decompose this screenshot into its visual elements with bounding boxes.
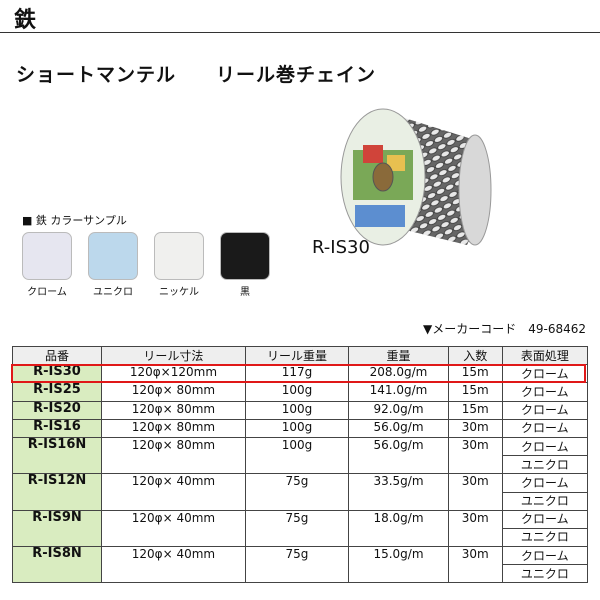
cell-rw: 100g xyxy=(244,418,350,438)
cell-finish: クローム xyxy=(501,418,589,438)
swatch xyxy=(220,232,270,280)
cell-model: R-IS25 xyxy=(12,382,102,402)
table-row: R-IS9N 120φ× 40mm 75g 18.0g/m 30m クローム xyxy=(12,509,589,548)
cell-model: R-IS16N xyxy=(12,436,102,475)
swatch-label: クローム xyxy=(27,287,67,298)
table-row: R-IS25 120φ× 80mm 100g 141.0g/m 15m クローム xyxy=(12,382,589,402)
swatch xyxy=(154,232,204,280)
cell-size: 120φ× 40mm xyxy=(101,509,246,548)
highlight-box xyxy=(11,364,586,383)
cell-w: 141.0g/m xyxy=(348,382,449,402)
cell-finish: クローム xyxy=(501,509,589,529)
swatch xyxy=(88,232,138,280)
swatch-label: 黒 xyxy=(240,287,250,298)
table-row: ユニクロ xyxy=(13,455,589,475)
cell-w: 33.5g/m xyxy=(348,473,449,511)
cell-rw: 117g xyxy=(244,364,350,384)
column-header: 重量 xyxy=(348,345,449,366)
cell-rw: 100g xyxy=(244,436,350,475)
cell-model: R-IS12N xyxy=(12,473,102,511)
product-photo xyxy=(340,108,492,246)
cell-q: 30m xyxy=(447,546,503,584)
table-row: ユニクロ xyxy=(13,527,589,548)
table-row: ユニクロ xyxy=(13,564,589,584)
cell-w: 56.0g/m xyxy=(348,436,449,475)
cell-size: 120φ× 40mm xyxy=(101,546,246,584)
table-row: R-IS8N 120φ× 40mm 75g 15.0g/m 30m クローム xyxy=(12,546,589,584)
product-title: ショートマンテル リール巻チェイン xyxy=(16,64,377,86)
cell-q: 30m xyxy=(447,473,503,511)
table-row: R-IS30 120φ×120mm 117g 208.0g/m 15m クローム xyxy=(12,364,589,384)
cell-model: R-IS8N xyxy=(12,546,102,584)
cell-rw: 75g xyxy=(244,546,350,584)
cell-w: 56.0g/m xyxy=(348,418,449,438)
table-row: R-IS20 120φ× 80mm 100g 92.0g/m 15m クローム xyxy=(12,400,589,420)
header-rule xyxy=(0,32,600,33)
cell-size: 120φ× 80mm xyxy=(101,382,246,402)
table-row: R-IS12N 120φ× 40mm 75g 33.5g/m 30m クローム xyxy=(12,473,589,511)
maker-code: ▼メーカーコード 49-68462 xyxy=(422,322,586,336)
swatch-label: ニッケル xyxy=(159,287,199,298)
column-header: リール寸法 xyxy=(101,345,246,366)
cell-rw: 100g xyxy=(244,382,350,402)
cell-model: R-IS20 xyxy=(12,400,102,420)
table-row: R-IS16 120φ× 80mm 100g 56.0g/m 30m クローム xyxy=(12,418,589,438)
cell-q: 30m xyxy=(447,436,503,475)
cell-w: 15.0g/m xyxy=(348,546,449,584)
cell-w: 208.0g/m xyxy=(348,364,449,384)
cell-size: 120φ× 80mm xyxy=(101,418,246,438)
cell-finish: クローム xyxy=(501,382,589,402)
cell-finish: クローム xyxy=(501,436,589,457)
cell-size: 120φ× 80mm xyxy=(101,436,246,475)
column-header: 品番 xyxy=(12,345,102,366)
cell-q: 30m xyxy=(447,509,503,548)
cell-finish: クローム xyxy=(501,546,589,566)
cell-model: R-IS16 xyxy=(12,418,102,438)
cell-finish: ユニクロ xyxy=(501,455,589,475)
cell-finish: ユニクロ xyxy=(501,527,589,548)
column-header: 表面処理 xyxy=(501,345,589,366)
cell-finish: ユニクロ xyxy=(501,491,589,511)
cell-q: 30m xyxy=(447,418,503,438)
spec-table: 品番 リール寸法 リール重量 重量 入数 表面処理 R-IS30 120φ×120mm 117g… xyxy=(12,345,589,584)
cell-rw: 75g xyxy=(244,473,350,511)
column-header: リール重量 xyxy=(244,345,350,366)
table-row: R-IS16N 120φ× 80mm 100g 56.0g/m 30m クローム xyxy=(12,436,589,475)
cell-rw: 100g xyxy=(244,400,350,420)
cell-model: R-IS9N xyxy=(12,509,102,548)
photo-caption: R-IS30 xyxy=(312,237,370,258)
cell-w: 92.0g/m xyxy=(348,400,449,420)
cell-finish: クローム xyxy=(501,473,589,493)
cell-finish: ユニクロ xyxy=(501,564,589,584)
swatch xyxy=(22,232,72,280)
table-row: ユニクロ xyxy=(13,491,589,511)
header-title: 鉄 xyxy=(14,8,37,33)
cell-model: R-IS30 xyxy=(12,364,102,384)
swatch-label: ユニクロ xyxy=(93,287,133,298)
cell-size: 120φ× 80mm xyxy=(101,400,246,420)
cell-w: 18.0g/m xyxy=(348,509,449,548)
header-row: 品番 リール寸法 リール重量 重量 入数 表面処理 xyxy=(12,345,589,366)
column-header: 入数 xyxy=(447,345,503,366)
color-sample-label: ■ 鉄 カラーサンプル xyxy=(22,214,127,227)
cell-finish: クローム xyxy=(501,400,589,420)
cell-size: 120φ× 40mm xyxy=(101,473,246,511)
cell-rw: 75g xyxy=(244,509,350,548)
cell-q: 15m xyxy=(447,400,503,420)
cell-q: 15m xyxy=(447,382,503,402)
